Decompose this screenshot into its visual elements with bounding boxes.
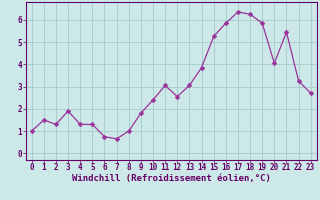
X-axis label: Windchill (Refroidissement éolien,°C): Windchill (Refroidissement éolien,°C)	[72, 174, 271, 183]
